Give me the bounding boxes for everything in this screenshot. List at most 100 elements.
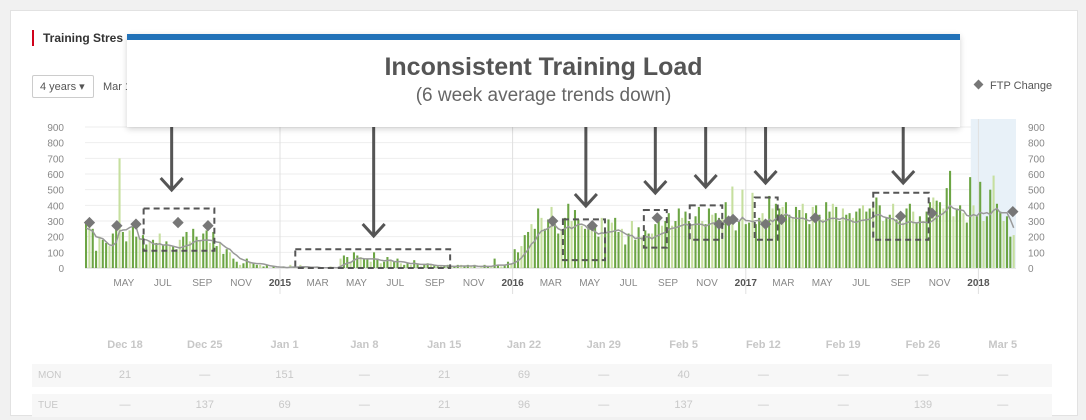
calendar-cell[interactable]: — bbox=[757, 369, 769, 381]
bar bbox=[249, 261, 252, 268]
bar bbox=[245, 258, 248, 268]
bar bbox=[848, 213, 851, 268]
bar bbox=[148, 241, 151, 268]
x-tick-label: SEP bbox=[425, 278, 445, 289]
calendar-cell[interactable]: 139 bbox=[913, 399, 933, 411]
bar bbox=[985, 216, 988, 268]
bar bbox=[992, 175, 995, 268]
bar bbox=[503, 264, 506, 268]
bar bbox=[215, 246, 218, 268]
bar bbox=[694, 216, 697, 268]
bar bbox=[225, 249, 228, 268]
bar bbox=[436, 266, 439, 268]
y-tick-label: 500 bbox=[47, 186, 64, 197]
bar bbox=[486, 266, 489, 268]
bar bbox=[205, 230, 208, 268]
bar bbox=[640, 236, 643, 268]
calendar-cell[interactable]: — bbox=[757, 399, 769, 411]
y-tick-label-right: 900 bbox=[1028, 123, 1045, 134]
bar bbox=[583, 228, 587, 268]
bar bbox=[208, 242, 211, 268]
bar bbox=[242, 263, 245, 268]
bar bbox=[547, 219, 550, 268]
bar bbox=[955, 208, 958, 268]
bar bbox=[855, 211, 858, 268]
bar bbox=[969, 177, 972, 268]
date-range-label[interactable]: Mar 1 bbox=[103, 81, 132, 93]
y-tick-label: 400 bbox=[47, 201, 64, 212]
bar bbox=[821, 219, 824, 268]
calendar-cell[interactable]: 21 bbox=[438, 369, 451, 381]
calendar-cell[interactable]: — bbox=[598, 369, 610, 381]
calendar-cell[interactable]: 96 bbox=[517, 399, 531, 411]
calendar-cell[interactable]: 21 bbox=[118, 369, 132, 381]
bar bbox=[272, 266, 275, 268]
highlight-box bbox=[142, 207, 216, 252]
bar bbox=[647, 233, 650, 268]
calendar-cell[interactable]: 69 bbox=[517, 369, 531, 381]
bar bbox=[995, 203, 998, 268]
calendar-cell[interactable]: — bbox=[997, 369, 1009, 381]
x-tick-label: MAY bbox=[812, 278, 833, 289]
bar bbox=[88, 224, 91, 268]
bar bbox=[108, 246, 111, 268]
x-tick-label: JUL bbox=[620, 278, 638, 289]
bar bbox=[577, 219, 580, 268]
y-tick-label-right: 600 bbox=[1028, 170, 1045, 181]
bar bbox=[115, 227, 118, 268]
ftp-markers bbox=[83, 205, 1019, 232]
y-tick-label-right: 100 bbox=[1028, 248, 1045, 259]
callout-subline: (6 week average trends down) bbox=[415, 85, 672, 106]
bar bbox=[389, 260, 392, 268]
calendar-cell[interactable]: 40 bbox=[677, 369, 690, 381]
x-tick-label: NOV bbox=[230, 278, 252, 289]
week-header: Jan 15 bbox=[427, 339, 462, 351]
calendar-cell[interactable]: 21 bbox=[438, 399, 451, 411]
x-tick-label: JUL bbox=[386, 278, 404, 289]
calendar-cell[interactable]: — bbox=[358, 399, 370, 411]
legend-ftp-change[interactable]: FTP Change bbox=[973, 79, 1052, 92]
bar bbox=[788, 214, 791, 268]
bar bbox=[590, 224, 593, 268]
calendar-cell[interactable]: — bbox=[358, 369, 370, 381]
ftp-marker bbox=[547, 215, 559, 227]
ftp-marker bbox=[130, 218, 142, 230]
bar bbox=[935, 200, 938, 268]
calendar-cell[interactable]: — bbox=[917, 369, 929, 381]
calendar-cell[interactable]: — bbox=[119, 399, 131, 411]
calendar-cell[interactable]: 69 bbox=[278, 399, 291, 411]
bar bbox=[239, 264, 242, 268]
bar bbox=[614, 217, 617, 268]
ftp-marker bbox=[111, 220, 123, 232]
bar bbox=[805, 213, 808, 268]
bar bbox=[671, 225, 674, 268]
y-tick-label: 900 bbox=[47, 123, 64, 134]
highlight-box bbox=[753, 196, 779, 241]
calendar-cell[interactable]: — bbox=[837, 369, 849, 381]
calendar-cell[interactable]: 151 bbox=[275, 369, 294, 381]
bar bbox=[835, 206, 838, 268]
bar bbox=[724, 202, 727, 268]
highlight-box bbox=[561, 218, 606, 262]
calendar-cell[interactable]: — bbox=[598, 399, 610, 411]
calendar-cell[interactable]: — bbox=[997, 399, 1009, 411]
range-select[interactable]: 4 years ▾ bbox=[32, 75, 94, 98]
calendar-cell[interactable]: 137 bbox=[674, 399, 693, 411]
x-tick-label: MAR bbox=[772, 278, 794, 289]
bar bbox=[989, 189, 992, 268]
y-axis-right: 900 800 700 600 500 400 300 200 100 0 bbox=[1028, 123, 1045, 275]
bar bbox=[550, 206, 553, 268]
y-tick-label: 600 bbox=[47, 170, 64, 181]
bar bbox=[523, 235, 526, 268]
calendar-cell[interactable]: — bbox=[837, 399, 849, 411]
bar bbox=[791, 217, 794, 268]
bar bbox=[972, 205, 975, 268]
bar bbox=[721, 217, 724, 268]
calendar-cell[interactable]: — bbox=[199, 369, 211, 381]
calendar-cell[interactable]: 137 bbox=[195, 399, 214, 411]
bar bbox=[701, 221, 704, 268]
bar bbox=[617, 231, 620, 268]
bar bbox=[198, 239, 201, 268]
bar bbox=[433, 264, 436, 268]
bar bbox=[557, 233, 560, 268]
